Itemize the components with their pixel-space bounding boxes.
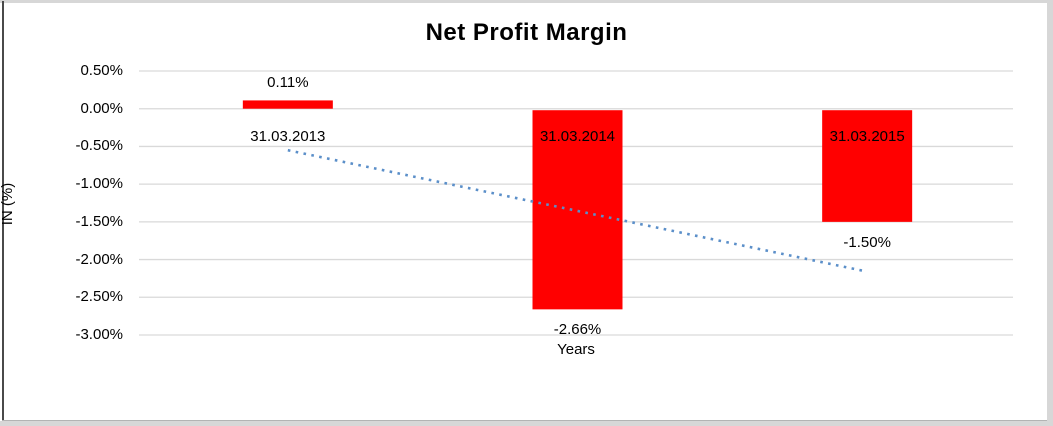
category-label: 31.03.2013 — [250, 128, 326, 145]
value-label: 0.11% — [267, 74, 309, 92]
y-tick-label: 0.00% — [80, 99, 123, 117]
y-tick-label: 0.50% — [80, 62, 123, 79]
y-tick-label: -1.00% — [75, 175, 123, 193]
frame-bottom-line — [2, 420, 1047, 421]
y-tick-label: -2.50% — [75, 288, 123, 306]
bar — [532, 110, 623, 310]
y-tick-label: -1.50% — [75, 212, 123, 230]
value-label: -1.50% — [843, 233, 891, 251]
category-label: 31.03.2014 — [539, 128, 616, 145]
frame-top — [0, 0, 1053, 3]
frame-bottom — [0, 421, 1053, 426]
frame-left-line — [2, 1, 4, 421]
chart-title: Net Profit Margin — [425, 19, 628, 46]
frame-right — [1047, 0, 1053, 426]
value-label: -2.66% — [553, 321, 602, 339]
category-label: 31.03.2015 — [829, 128, 905, 145]
x-axis-title: Years — [557, 341, 595, 358]
bar — [242, 100, 333, 109]
bar — [822, 110, 913, 222]
y-tick-label: -3.00% — [75, 326, 123, 343]
y-tick-label: -2.00% — [75, 250, 123, 268]
y-tick-label: -0.50% — [75, 137, 123, 155]
